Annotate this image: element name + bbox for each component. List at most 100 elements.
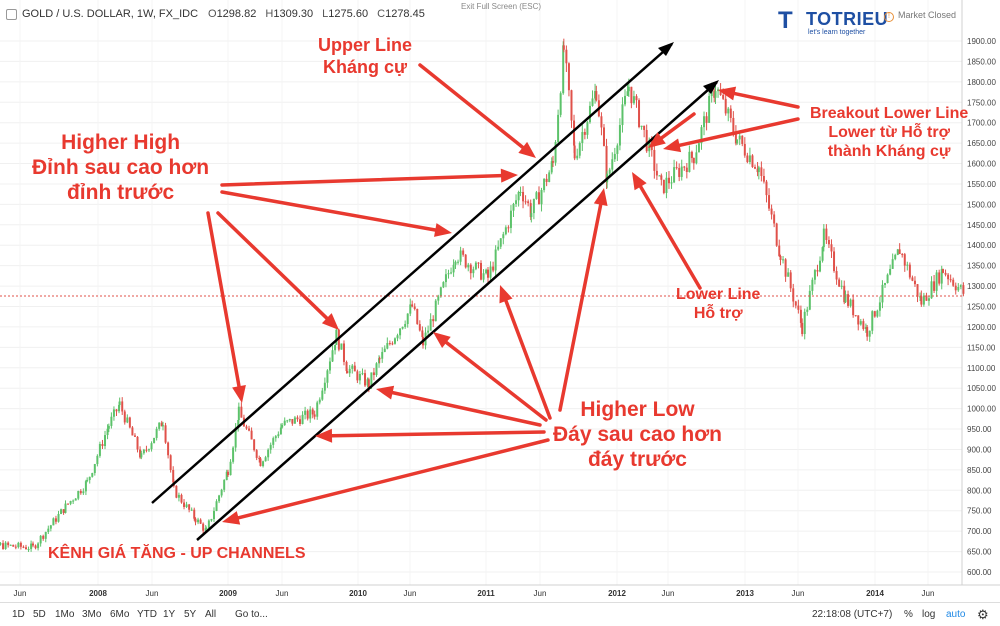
candle-body [757,167,760,173]
candle-body [328,361,331,371]
candle-body [348,368,351,374]
candle-body [908,264,911,278]
candle-body [340,343,343,350]
candle-body [421,330,424,337]
candle-body [645,129,648,152]
candle-body [464,254,467,268]
symbol-title[interactable]: GOLD / U.S. DOLLAR, 1W, FX_IDC [6,8,198,20]
range-3mo[interactable]: 3Mo [82,609,102,620]
candle-body [462,250,465,255]
candle-body [172,469,175,483]
candle-body [748,155,751,163]
candle-body [710,90,713,97]
y-tick-label: 1100.00 [967,364,996,373]
candle-body [118,401,121,406]
candle-body [121,401,124,412]
x-axis: Jun 2008 Jun 2009 Jun 2010 Jun 2011 Jun 2012 Jun 20… [0,584,1000,598]
candle-body [321,390,324,400]
range-6mo[interactable]: 6Mo [110,609,130,620]
range-5d[interactable]: 5D [33,609,46,620]
candle-body [765,181,768,196]
annotation-channel-title: KÊNH GIÁ TĂNG - UP CHANNELS [48,545,306,562]
candle-body [444,274,447,283]
candle-body [286,420,289,422]
candle-body [881,284,884,303]
candle-body [517,192,520,201]
candle-body [487,269,489,278]
candle-body [489,266,492,278]
candle-body [188,504,191,510]
candle-body [627,86,630,92]
range-ytd[interactable]: YTD [137,609,157,620]
candle-body [153,437,156,444]
candle-body [492,266,495,271]
candle-body [316,402,319,417]
candle-body [474,262,477,270]
candle-body [864,327,867,329]
range-5y[interactable]: 5Y [184,609,197,620]
annotation-arrow [418,63,536,158]
candle-body [722,94,725,99]
range-1y[interactable]: 1Y [163,609,176,620]
range-all[interactable]: All [205,609,217,620]
candle-body [47,528,50,532]
y-tick-label: 600.00 [967,568,992,577]
candle-body [204,528,207,531]
candle-body [703,116,706,128]
candle-body [34,545,37,549]
chart-grid [0,0,962,585]
candle-body [552,161,554,163]
candle-body [594,91,597,99]
annotation-arrows [206,63,800,525]
candle-body [145,449,148,451]
candle-body [220,489,223,496]
annotation-arrow [718,86,800,109]
candle-body [562,45,565,94]
candle-body [158,422,161,429]
candle-body [821,247,824,261]
exit-fullscreen-button[interactable]: Exit Full Screen (ESC) [461,2,542,11]
candle-body [326,370,329,383]
candle-body [621,104,624,126]
candle-body [630,86,633,104]
candle-body [754,166,757,169]
candle-body [39,535,42,544]
candle-body [532,198,535,214]
candle-body [545,178,548,182]
x-tick-label: Jun [662,589,675,598]
y-tick-label: 1400.00 [967,241,996,250]
candle-body [345,361,348,372]
candle-body [760,167,763,177]
range-1d[interactable]: 1D [12,609,25,620]
y-tick-label: 700.00 [967,527,992,536]
candle-body [69,500,72,504]
annotation-higher-low: Higher Low Đáy sau cao hơn đáy trước [553,398,722,472]
candle-body [79,491,82,494]
log-toggle[interactable]: log [922,609,936,620]
candle-body [232,447,235,462]
percent-toggle[interactable]: % [904,609,913,620]
settings-gear-icon[interactable]: ⚙ [977,607,989,622]
candle-body [205,528,208,530]
candle-body [299,419,302,425]
candle-body [548,172,551,182]
candle-body [258,457,261,459]
candle-body [30,543,33,550]
candle-body [768,195,771,209]
candle-body [797,305,800,310]
chart-header: GOLD / U.S. DOLLAR, 1W, FX_IDC O1298.82 … [0,0,1000,36]
range-1mo[interactable]: 1Mo [55,609,75,620]
goto-button[interactable]: Go to... [235,609,268,620]
candle-body [586,122,589,135]
auto-toggle[interactable]: auto [946,609,966,620]
candle-body [123,411,126,423]
candle-body [175,485,178,498]
candle-body [370,372,373,388]
candle-body [878,302,881,311]
candle-body [64,503,67,513]
clock-icon: ! [884,12,894,22]
candle-body [565,49,568,64]
candle-body [272,438,275,445]
candle-body [944,272,947,275]
